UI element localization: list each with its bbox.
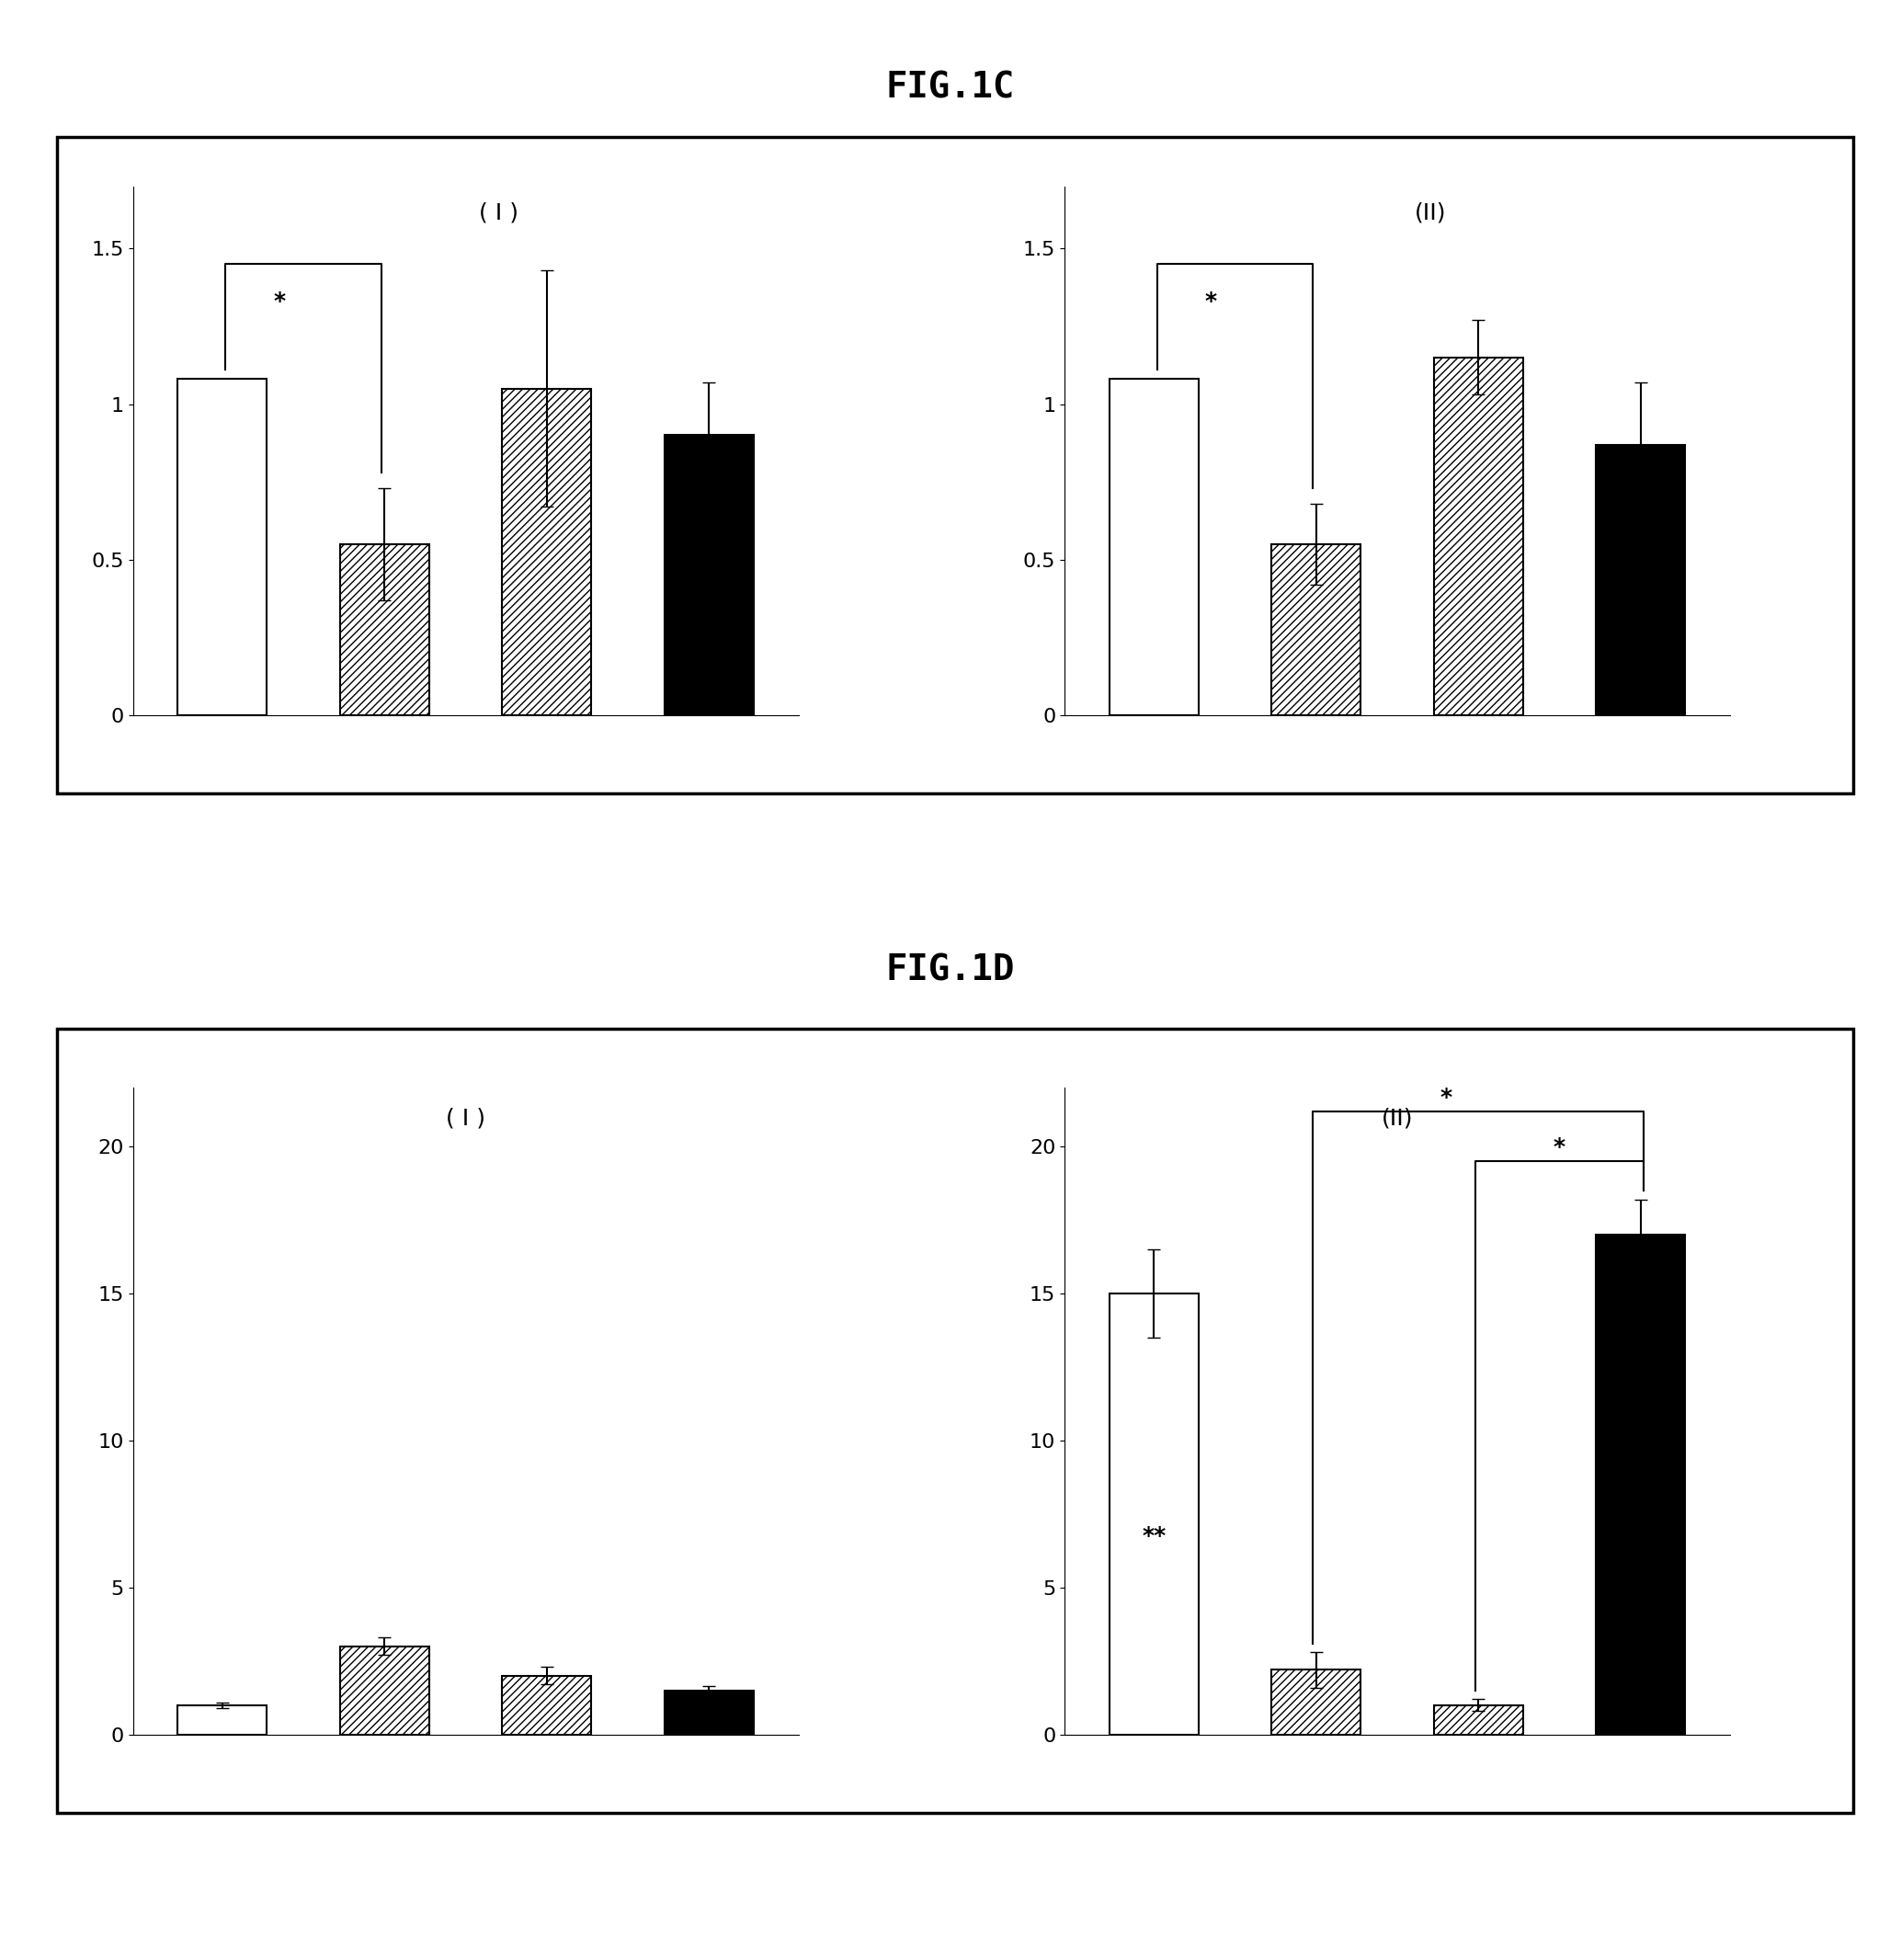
Text: *: * xyxy=(1205,290,1217,312)
Bar xyxy=(1597,1235,1686,1735)
Text: FIG.1D: FIG.1D xyxy=(886,953,1015,988)
Text: **: ** xyxy=(1143,1525,1165,1546)
Bar xyxy=(1597,445,1686,715)
Text: *: * xyxy=(1553,1137,1566,1158)
Text: (II): (II) xyxy=(1382,1107,1412,1129)
Bar xyxy=(340,1646,430,1735)
Bar xyxy=(665,1690,755,1735)
Bar xyxy=(1433,1705,1523,1735)
Bar xyxy=(177,1705,266,1735)
Bar xyxy=(177,378,266,715)
Bar xyxy=(1108,378,1198,715)
Bar xyxy=(1108,1294,1198,1735)
Bar xyxy=(1433,357,1523,715)
Text: *: * xyxy=(1439,1086,1452,1109)
Bar xyxy=(502,1676,591,1735)
Text: FIG.1C: FIG.1C xyxy=(886,71,1015,106)
Text: ( I ): ( I ) xyxy=(447,1107,485,1129)
Bar xyxy=(502,388,591,715)
Bar xyxy=(1272,1670,1361,1735)
Text: ( I ): ( I ) xyxy=(479,202,519,223)
Bar xyxy=(1272,545,1361,715)
Bar xyxy=(665,435,755,715)
Text: (II): (II) xyxy=(1414,202,1447,223)
Text: *: * xyxy=(274,290,285,312)
Bar xyxy=(340,545,430,715)
